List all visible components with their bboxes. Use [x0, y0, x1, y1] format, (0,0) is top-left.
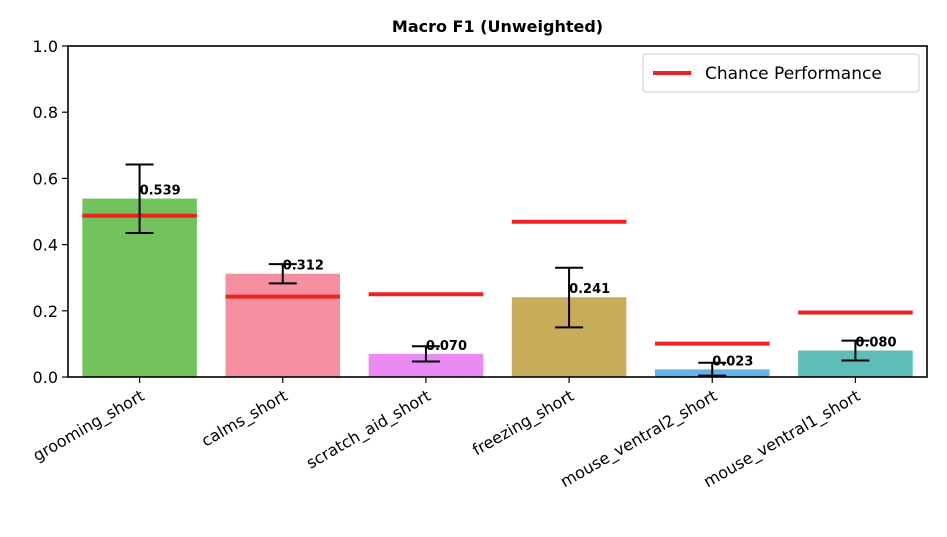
y-tick-label-0.2: 0.2: [33, 302, 58, 321]
x-tick-label-mouse_ventral2_short: mouse_ventral2_short: [557, 386, 721, 492]
y-tick-label-0.4: 0.4: [33, 236, 58, 255]
plot-frame: [67, 45, 928, 378]
chart-title: Macro F1 (Unweighted): [392, 17, 603, 36]
chance-lines-group: [82, 213, 913, 346]
x-tick-label-scratch_aid_short: scratch_aid_short: [303, 386, 434, 473]
value-label-scratch_aid_short: 0.070: [426, 339, 467, 354]
value-label-grooming_short: 0.539: [140, 184, 181, 199]
error-bars-group: [125, 163, 870, 377]
value-label-freezing_short: 0.241: [569, 282, 610, 297]
y-tick-label-0.0: 0.0: [33, 368, 58, 387]
value-label-calms_short: 0.312: [283, 259, 324, 274]
y-tick-label-1.0: 1.0: [33, 37, 58, 56]
value-label-mouse_ventral2_short: 0.023: [712, 354, 753, 369]
x-tick-label-calms_short: calms_short: [198, 386, 291, 451]
value-label-mouse_ventral1_short: 0.080: [855, 336, 896, 351]
x-tick-label-grooming_short: grooming_short: [29, 386, 148, 466]
y-tick-label-0.8: 0.8: [33, 103, 58, 122]
legend-box: [642, 53, 920, 93]
x-axis: grooming_short calms_short scratch_aid_sho…: [29, 377, 864, 492]
legend: Chance Performance: [642, 53, 920, 93]
value-labels-group: 0.539 0.312 0.070 0.241 0.023 0.080: [140, 184, 897, 370]
bars-group: [82, 198, 913, 377]
x-tick-label-freezing_short: freezing_short: [469, 386, 578, 460]
bar-calms_short: [225, 273, 341, 377]
bar-scratch_aid_short: [368, 353, 484, 377]
x-tick-label-mouse_ventral1_short: mouse_ventral1_short: [700, 386, 864, 492]
y-axis: 0.0 0.2 0.4 0.6 0.8 1.0: [33, 37, 68, 387]
legend-chance-label: Chance Performance: [705, 64, 882, 84]
y-tick-label-0.6: 0.6: [33, 169, 58, 188]
